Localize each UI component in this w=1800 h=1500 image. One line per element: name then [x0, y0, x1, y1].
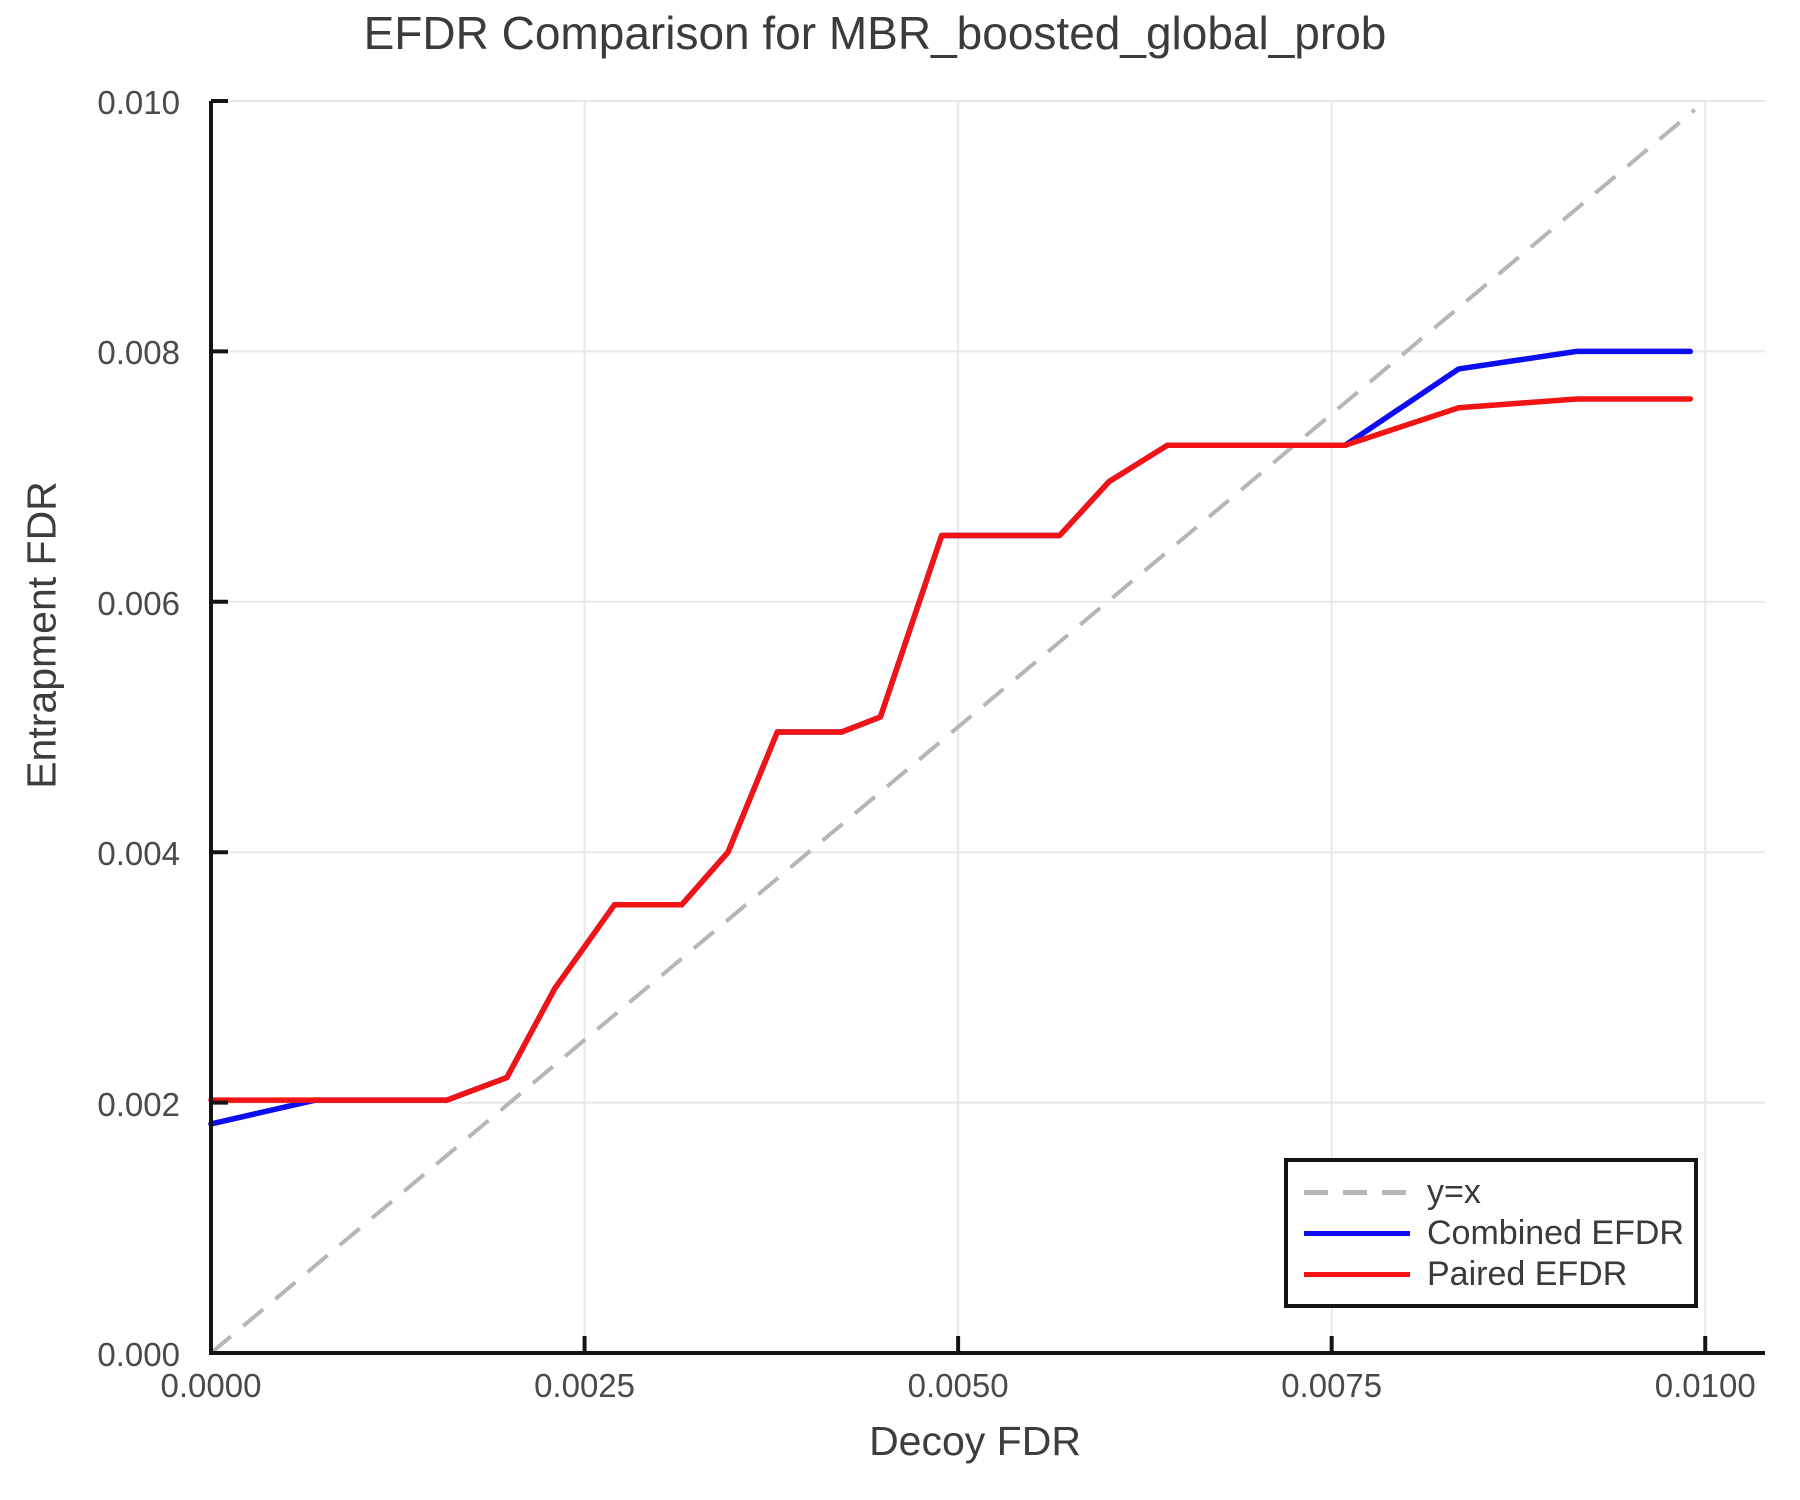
legend-line-sample-paired	[1304, 1271, 1410, 1277]
legend-label: Combined EFDR	[1427, 1214, 1684, 1252]
y-tick-label: 0.000	[97, 1336, 180, 1373]
x-axis-title: Decoy FDR	[869, 1418, 1081, 1464]
x-tick-label: 0.0025	[534, 1367, 636, 1404]
series-line-paired-efdr	[208, 396, 1694, 1103]
y-axis-title: Entrapment FDR	[18, 481, 65, 789]
x-tick-label: 0.0100	[1654, 1367, 1756, 1404]
chart-title: EFDR Comparison for MBR_boosted_global_p…	[363, 7, 1387, 59]
legend: y=x Combined EFDR Paired EFDR	[1284, 1158, 1698, 1308]
series-line-y-x	[209, 108, 1697, 1355]
y-tick-label: 0.004	[97, 835, 180, 873]
legend-line-sample-combined	[1304, 1230, 1410, 1236]
legend-row-combined-efdr: Combined EFDR	[1304, 1214, 1694, 1252]
y-tick-label: 0.008	[97, 334, 180, 372]
legend-label: y=x	[1427, 1173, 1481, 1211]
y-tick-label: 0.010	[97, 84, 180, 121]
y-tick-label: 0.006	[97, 584, 180, 622]
legend-label: Paired EFDR	[1427, 1255, 1628, 1293]
legend-line-sample-yx	[1304, 1189, 1410, 1195]
y-tick-label: 0.002	[97, 1085, 180, 1123]
x-tick-label: 0.0000	[160, 1367, 262, 1404]
legend-row-yx: y=x	[1304, 1173, 1694, 1211]
x-tick-label: 0.0075	[1281, 1367, 1383, 1404]
legend-row-paired-efdr: Paired EFDR	[1304, 1255, 1694, 1293]
x-tick-label: 0.0050	[907, 1367, 1009, 1404]
series-line-combined-efdr	[208, 348, 1694, 1127]
